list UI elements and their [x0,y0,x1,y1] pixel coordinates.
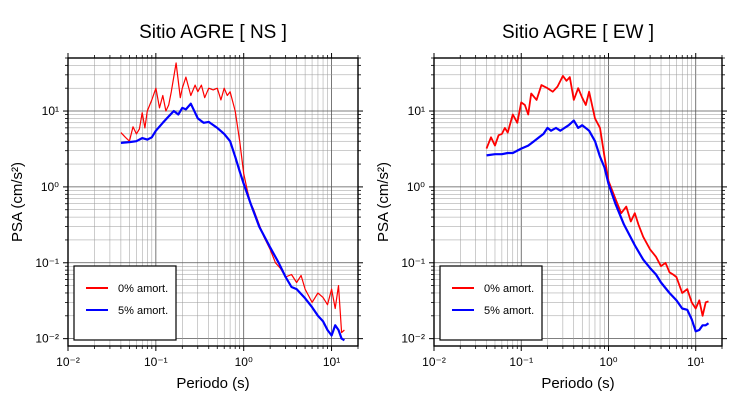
y-tick-label: 10⁻¹ [35,256,59,270]
legend-box [439,265,543,341]
x-axis-label: Periodo (s) [176,375,249,392]
chart-title: Sitio AGRE [ EW ] [502,22,654,43]
y-axis-label: PSA (cm/s²) [9,162,26,242]
legend-label: 0% amort. [484,283,534,295]
y-tick-label: 10⁰ [407,180,425,194]
plot-frame [433,57,723,347]
y-tick-label: 10⁻¹ [401,256,425,270]
y-tick-label: 10⁰ [41,180,59,194]
x-tick-label: 10⁰ [599,355,617,369]
legend: 0% amort. 5% amort. [439,265,543,341]
series-line-damping-0 [485,75,709,317]
x-tick-label: 10⁻² [422,355,446,369]
chart-title: Sitio AGRE [ NS ] [139,22,287,43]
legend-label: 0% amort. [118,283,168,295]
chart-panel-1: 10⁻² 10⁻² 10⁻¹ 10⁻¹ 10⁰ 10⁰ 10¹ 10¹ Sitio AGRE [… [9,22,363,392]
legend-label: 5% amort. [118,305,168,317]
x-tick-label: 10⁻¹ [144,355,168,369]
series-line-damping-0 [120,62,345,334]
legend-label: 5% amort. [484,305,534,317]
x-tick-label: 10¹ [323,355,340,369]
y-tick-label: 10¹ [408,104,425,118]
series-line-damping-5 [486,119,710,333]
legend-box [73,265,177,341]
x-tick-label: 10⁻¹ [509,355,533,369]
y-tick-label: 10⁻² [401,332,425,346]
y-tick-label: 10¹ [42,104,59,118]
x-tick-label: 10⁻² [56,355,80,369]
x-tick-label: 10¹ [687,355,704,369]
plot-frame [67,57,359,347]
chart-panel-2: 10⁻² 10⁻² 10⁻¹ 10⁻¹ 10⁰ 10⁰ 10¹ 10¹ Sitio AGRE [… [375,22,727,392]
series-line-damping-5 [120,102,345,342]
y-tick-label: 10⁻² [35,332,59,346]
x-axis-label: Periodo (s) [541,375,614,392]
y-axis-label: PSA (cm/s²) [375,162,392,242]
x-tick-label: 10⁰ [235,355,253,369]
legend: 0% amort. 5% amort. [73,265,177,341]
